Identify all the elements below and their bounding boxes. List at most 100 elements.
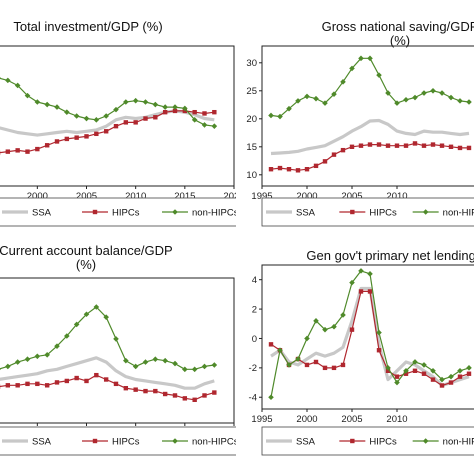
data-point-hipcs (394, 143, 400, 148)
y-tick-label: -2 (249, 363, 257, 374)
data-point-non_hipcs (211, 362, 218, 368)
data-point-non_hipcs (73, 321, 80, 328)
data-point-hipcs (94, 131, 99, 137)
data-point-non_hipcs (421, 90, 427, 96)
data-point-hipcs (403, 143, 409, 148)
data-point-hipcs (385, 368, 391, 373)
data-point-hipcs (133, 120, 138, 125)
data-point-hipcs (202, 393, 207, 398)
data-point-hipcs (74, 135, 79, 140)
chart-panel-gen-govt-lending: -4 -2 0 2 4 1995 2000 2005 2010 Gen gov't primary… (238, 237, 474, 474)
series-line-non_hipcs (0, 77, 215, 127)
data-point-non_hipcs (304, 93, 310, 100)
data-point-hipcs (143, 388, 148, 394)
series-group (268, 268, 472, 401)
data-point-hipcs (430, 377, 436, 382)
data-point-non_hipcs (5, 363, 11, 370)
x-tick-label: 2000 (296, 191, 317, 202)
data-point-hipcs (212, 390, 217, 395)
data-point-non_hipcs (340, 79, 346, 85)
data-point-hipcs (439, 143, 445, 148)
data-point-hipcs (44, 143, 50, 148)
plot-frame (261, 45, 474, 187)
data-point-hipcs (133, 387, 138, 392)
legend-box (0, 426, 236, 456)
data-point-hipcs (212, 109, 217, 115)
data-point-hipcs (113, 123, 119, 129)
data-point-non_hipcs (24, 356, 31, 362)
data-point-hipcs (172, 393, 178, 398)
data-point-non_hipcs (268, 394, 274, 401)
series-line-hipcs (270, 290, 470, 387)
data-point-non_hipcs (412, 94, 418, 101)
data-point-non_hipcs (123, 99, 129, 105)
data-point-hipcs (5, 149, 11, 154)
plot-frame (0, 277, 235, 424)
data-point-non_hipcs (152, 101, 159, 108)
legend-marker-hipcs (92, 438, 98, 444)
legend-label-non_hipcs: non-HIPCs (192, 436, 236, 447)
y-tick-label: 25 (246, 86, 257, 97)
data-point-hipcs (64, 378, 70, 384)
data-point-non_hipcs (349, 279, 355, 286)
data-point-non_hipcs (268, 112, 274, 119)
data-point-hipcs (268, 342, 274, 347)
y-tick-label: 10 (246, 170, 257, 181)
data-point-non_hipcs (54, 104, 60, 110)
legend-marker-non_hipcs (172, 438, 178, 444)
data-point-hipcs (367, 142, 373, 147)
data-point-hipcs (113, 381, 119, 387)
data-point-hipcs (313, 359, 319, 365)
data-point-hipcs (25, 149, 30, 154)
data-point-non_hipcs (123, 357, 129, 364)
data-point-non_hipcs (457, 367, 463, 374)
data-point-hipcs (277, 165, 283, 171)
data-point-hipcs (5, 383, 11, 388)
data-point-hipcs (349, 144, 355, 149)
legend-label-hipcs: HIPCs (369, 207, 397, 218)
data-point-hipcs (322, 159, 328, 164)
data-point-non_hipcs (83, 311, 90, 318)
data-point-hipcs (322, 365, 328, 371)
chart-title-line: Gross national saving/GDP (322, 19, 474, 34)
chart-title-line: Gen gov't primary net lending/G (306, 248, 474, 263)
legend-label-ssa: SSA (296, 207, 316, 218)
data-point-hipcs (35, 146, 40, 152)
x-tick-label: 2010 (386, 191, 407, 202)
data-point-hipcs (192, 109, 197, 115)
data-point-non_hipcs (277, 113, 283, 120)
data-point-hipcs (84, 134, 89, 139)
x-tick-label: 2000 (27, 191, 48, 202)
legend-marker-hipcs (92, 209, 98, 215)
data-point-non_hipcs (162, 104, 168, 110)
data-point-non_hipcs (34, 99, 41, 105)
legend-label-hipcs: HIPCs (369, 436, 397, 447)
data-point-hipcs (340, 147, 346, 153)
x-tick-label: 1995 (251, 414, 272, 425)
data-point-non_hipcs (0, 368, 1, 371)
legend-marker-non_hipcs (422, 438, 429, 444)
x-tick-label: 2005 (341, 414, 362, 425)
data-point-hipcs (192, 397, 197, 402)
series-line-ssa (270, 118, 470, 156)
chart-svg-gross-national-saving: 10 15 20 25 30 1995 2000 2005 2010 Gross national… (246, 19, 474, 227)
data-point-hipcs (457, 145, 463, 151)
data-point-hipcs (103, 129, 109, 134)
data-point-non_hipcs (0, 77, 1, 79)
data-point-hipcs (331, 152, 337, 157)
legend: SSA HIPCs non-HIPCs (261, 426, 474, 456)
chart-svg-total-investment: 2000 2005 2010 2015 2020 Total investment/GDP… (0, 19, 236, 227)
data-point-hipcs (54, 380, 60, 385)
x-tick-label: 2005 (341, 191, 362, 202)
data-point-non_hipcs (142, 359, 149, 365)
data-point-non_hipcs (132, 363, 139, 370)
data-point-non_hipcs (182, 105, 188, 112)
data-point-hipcs (313, 163, 319, 169)
chart-svg-current-account: 20002005201020152020Current account bala… (0, 243, 236, 456)
data-point-hipcs (123, 386, 129, 391)
data-point-non_hipcs (162, 357, 168, 364)
data-point-non_hipcs (172, 360, 178, 367)
data-point-non_hipcs (448, 373, 454, 380)
x-tick-label: 2020 (223, 191, 236, 202)
data-point-hipcs (268, 167, 274, 172)
